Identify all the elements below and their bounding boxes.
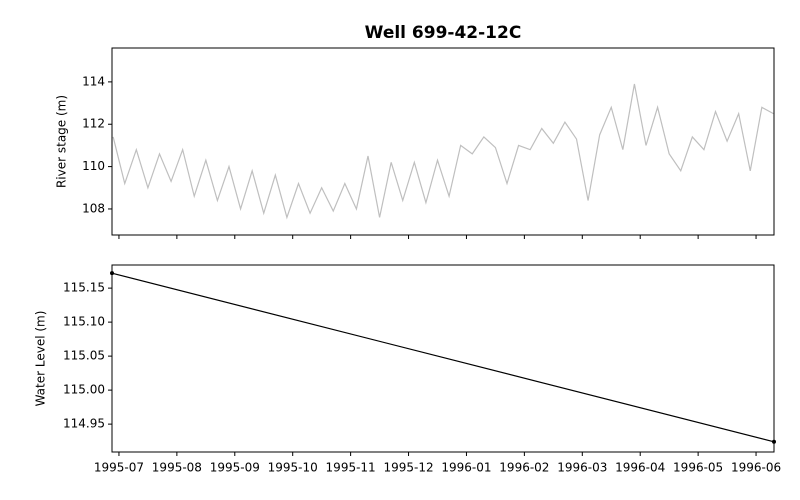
x-tick-label: 1995-12 (383, 461, 433, 475)
x-tick-label: 1995-09 (210, 461, 260, 475)
chart-title: Well 699-42-12C (365, 23, 522, 43)
y-tick-label: 115.00 (63, 383, 105, 397)
y-tick-label: 115.05 (63, 349, 105, 363)
x-tick-label: 1996-06 (731, 461, 781, 475)
plot-frame (111, 47, 775, 236)
y-tick-label: 115.10 (63, 315, 105, 329)
x-tick-label: 1996-03 (557, 461, 607, 475)
y-axis-label: River stage (m) (55, 95, 69, 188)
y-tick-label: 115.15 (63, 281, 105, 295)
x-tick-label: 1996-01 (441, 461, 491, 475)
y-axis-label: Water Level (m) (34, 311, 48, 407)
y-tick-label: 112 (82, 117, 105, 131)
x-tick-label: 1995-08 (152, 461, 202, 475)
y-tick-label: 114.95 (63, 417, 105, 431)
y-tick-label: 114 (82, 74, 105, 88)
x-tick-label: 1996-02 (499, 461, 549, 475)
data-line (111, 272, 775, 443)
plot-frame (111, 264, 775, 453)
y-tick-label: 110 (82, 159, 105, 173)
x-tick-label: 1996-05 (673, 461, 723, 475)
x-tick-label: 1996-04 (615, 461, 665, 475)
y-tick-label: 108 (82, 201, 105, 215)
x-tick-label: 1995-07 (94, 461, 144, 475)
x-tick-label: 1995-10 (268, 461, 318, 475)
x-tick-label: 1995-11 (326, 461, 376, 475)
data-line (112, 83, 774, 220)
